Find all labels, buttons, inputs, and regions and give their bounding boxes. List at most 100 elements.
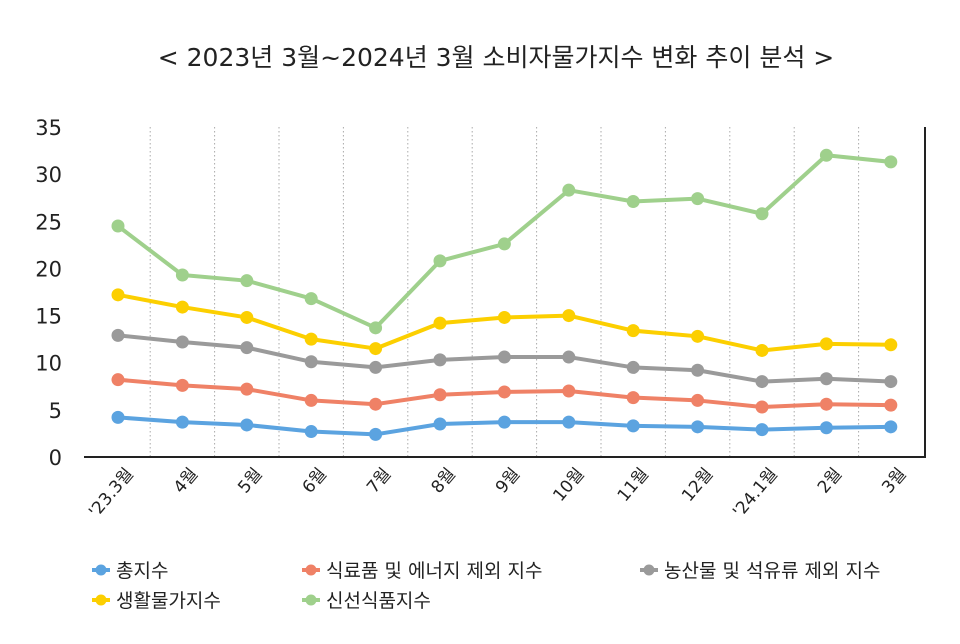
data-point: [626, 360, 640, 374]
data-point: [819, 421, 833, 435]
data-point: [304, 393, 318, 407]
data-point: [755, 375, 769, 389]
data-point: [497, 350, 511, 364]
data-point: [562, 309, 576, 323]
data-point: [433, 353, 447, 367]
x-tick-label: 5월: [234, 464, 266, 497]
data-point: [175, 300, 189, 314]
data-point: [691, 363, 705, 377]
data-point: [304, 425, 318, 439]
legend-marker: [643, 564, 655, 576]
x-tick-label: 7월: [363, 464, 395, 497]
data-point: [755, 207, 769, 221]
data-point: [369, 321, 383, 335]
legend-label: 식료품 및 에너지 제외 지수: [326, 560, 542, 582]
legend-label: 신선식품지수: [326, 590, 431, 612]
data-point: [819, 148, 833, 162]
data-point: [691, 192, 705, 206]
x-tick-label: 11월: [614, 464, 653, 505]
data-point: [369, 427, 383, 441]
x-tick-label: 3월: [878, 464, 910, 497]
legend-item: 총지수: [92, 560, 168, 582]
data-point: [175, 415, 189, 429]
x-tick-label: 9월: [492, 464, 524, 497]
legend-marker: [305, 564, 317, 576]
legend-item: 농산물 및 석유류 제외 지수: [640, 560, 880, 582]
data-point: [884, 338, 898, 352]
series-2: [111, 328, 898, 389]
data-point: [884, 420, 898, 434]
data-point: [111, 410, 125, 424]
y-tick-label: 30: [35, 163, 62, 187]
x-tick-label: 8월: [427, 464, 459, 497]
legend-marker: [95, 564, 107, 576]
data-point: [755, 423, 769, 437]
data-point: [433, 316, 447, 330]
data-point: [111, 373, 125, 387]
data-point: [691, 393, 705, 407]
data-point: [240, 341, 254, 355]
x-tick-label: 4월: [170, 464, 202, 497]
data-point: [175, 378, 189, 392]
data-point: [562, 384, 576, 398]
data-point: [433, 254, 447, 268]
data-point: [626, 419, 640, 433]
x-tick-label: '23.3월: [85, 464, 138, 521]
legend-item: 신선식품지수: [302, 590, 431, 612]
data-point: [240, 274, 254, 288]
data-point: [240, 418, 254, 432]
data-point: [304, 355, 318, 369]
y-tick-label: 0: [49, 446, 62, 470]
data-point: [497, 310, 511, 324]
data-point: [691, 329, 705, 343]
data-point: [175, 335, 189, 349]
data-point: [755, 343, 769, 357]
data-point: [691, 420, 705, 434]
data-point: [819, 372, 833, 386]
data-point: [884, 155, 898, 169]
data-point: [433, 417, 447, 431]
data-point: [497, 385, 511, 399]
data-point: [304, 332, 318, 346]
data-point: [562, 183, 576, 197]
data-point: [111, 328, 125, 342]
series-1: [111, 373, 898, 414]
legend-label: 농산물 및 석유류 제외 지수: [664, 560, 880, 582]
data-point: [562, 350, 576, 364]
y-tick-label: 20: [35, 257, 62, 281]
y-tick-label: 15: [35, 305, 62, 329]
data-point: [240, 382, 254, 396]
data-point: [819, 337, 833, 351]
x-tick-label: '24.1월: [729, 464, 782, 521]
chart-title: < 2023년 3월~2024년 3월 소비자물가지수 변화 추이 분석 >: [158, 43, 834, 72]
legend-marker: [95, 594, 107, 606]
legend-marker: [305, 594, 317, 606]
x-tick-label: 6월: [299, 464, 331, 497]
data-point: [240, 310, 254, 324]
data-point: [369, 360, 383, 374]
legend-label: 생활물가지수: [116, 590, 221, 612]
data-point: [626, 324, 640, 338]
data-point: [111, 288, 125, 302]
y-tick-label: 10: [35, 352, 62, 376]
x-tick-label: 12월: [678, 464, 717, 505]
legend-label: 총지수: [116, 560, 168, 582]
x-tick-label: 2월: [814, 464, 846, 497]
series-0: [111, 410, 898, 441]
series-3: [111, 288, 898, 357]
data-point: [884, 375, 898, 389]
data-point: [562, 415, 576, 429]
data-point: [369, 397, 383, 411]
data-point: [433, 388, 447, 402]
data-point: [111, 219, 125, 233]
data-point: [497, 237, 511, 251]
y-tick-label: 35: [35, 116, 62, 140]
data-point: [626, 194, 640, 208]
y-tick-label: 25: [35, 210, 62, 234]
y-tick-label: 5: [49, 399, 62, 423]
x-tick-label: 10월: [549, 464, 588, 505]
data-point: [304, 292, 318, 306]
data-point: [819, 397, 833, 411]
data-point: [626, 391, 640, 405]
